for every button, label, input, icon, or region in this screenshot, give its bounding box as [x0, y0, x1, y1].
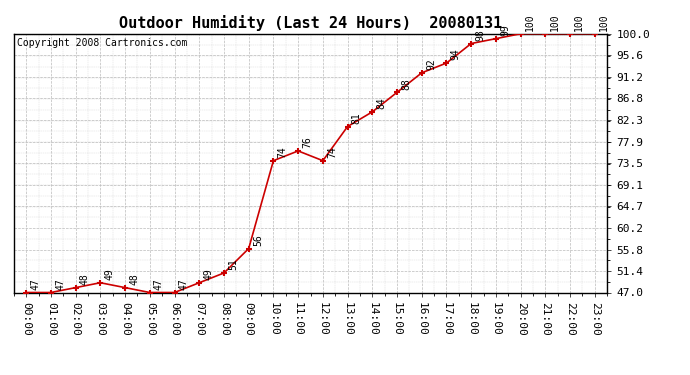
Text: 99: 99 [500, 24, 510, 36]
Text: 98: 98 [475, 29, 485, 41]
Text: 56: 56 [253, 234, 263, 246]
Text: 48: 48 [80, 273, 90, 285]
Text: 100: 100 [525, 13, 535, 31]
Text: 100: 100 [549, 13, 560, 31]
Text: 81: 81 [352, 112, 362, 124]
Text: 51: 51 [228, 258, 238, 270]
Text: 47: 47 [179, 278, 188, 290]
Title: Outdoor Humidity (Last 24 Hours)  20080131: Outdoor Humidity (Last 24 Hours) 2008013… [119, 15, 502, 31]
Text: 88: 88 [401, 78, 411, 90]
Text: 74: 74 [327, 146, 337, 158]
Text: 49: 49 [204, 268, 213, 280]
Text: 94: 94 [451, 48, 461, 60]
Text: 47: 47 [55, 278, 65, 290]
Text: 49: 49 [104, 268, 115, 280]
Text: 76: 76 [302, 136, 313, 148]
Text: 84: 84 [377, 98, 386, 109]
Text: 47: 47 [154, 278, 164, 290]
Text: Copyright 2008 Cartronics.com: Copyright 2008 Cartronics.com [17, 38, 187, 48]
Text: 74: 74 [277, 146, 288, 158]
Text: 48: 48 [129, 273, 139, 285]
Text: 100: 100 [599, 13, 609, 31]
Text: 47: 47 [30, 278, 40, 290]
Text: 100: 100 [574, 13, 584, 31]
Text: 92: 92 [426, 58, 436, 70]
